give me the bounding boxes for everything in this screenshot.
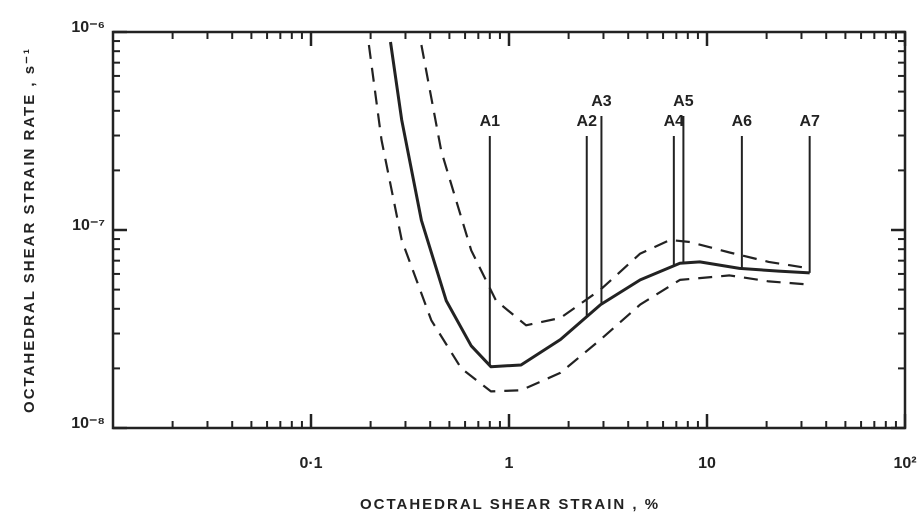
x-tick-label: 10: [698, 455, 716, 472]
annotation-label: A5: [673, 93, 694, 110]
y-tick-label: 10⁻⁷: [72, 217, 105, 234]
x-tick-label: 1: [505, 455, 514, 472]
series-line: [367, 44, 810, 393]
series-line: [420, 44, 810, 327]
y-axis-label: OCTAHEDRAL SHEAR STRAIN RATE , s⁻¹: [21, 47, 38, 413]
series-line: [389, 41, 810, 369]
x-axis-label: OCTAHEDRAL SHEAR STRAIN , %: [360, 496, 660, 513]
x-tick-label: 10²: [893, 455, 916, 472]
plot-frame: [111, 30, 907, 430]
x-tick-label: 0·1: [299, 455, 322, 472]
annotation-label: A3: [591, 93, 612, 110]
annotation-label: A4: [664, 113, 685, 130]
annotation-label: A2: [577, 113, 598, 130]
annotation-label: A6: [732, 113, 753, 130]
annotation-label: A1: [480, 113, 501, 130]
y-tick-label: 10⁻⁶: [71, 19, 105, 36]
y-tick-label: 10⁻⁸: [71, 415, 105, 432]
annotation-label: A7: [799, 113, 820, 130]
